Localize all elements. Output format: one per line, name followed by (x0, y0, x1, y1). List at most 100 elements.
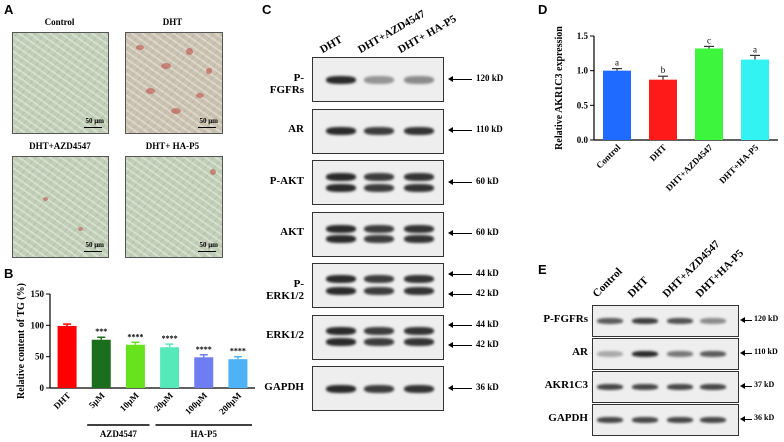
chart-b: 0 50 100 150 Relative content of TG (%) DHT **… (16, 283, 255, 439)
micrograph-dht-hap5: 50 μm (125, 156, 223, 258)
micro-title-dht-azd: DHT+AZD4547 (29, 141, 91, 151)
y-tick-label: 0.5 (577, 100, 589, 110)
blot-c-kd-label: 110 kD (476, 124, 503, 134)
bar (91, 339, 111, 388)
x-tick-label: DHT (52, 390, 73, 411)
blot-band (364, 286, 394, 295)
blot-band (667, 384, 693, 390)
blot-band (700, 417, 726, 423)
y-tick-label: 0.0 (577, 135, 589, 145)
micrograph-control: 50 μm (12, 32, 109, 134)
blot-band (364, 338, 394, 347)
blot-c-row (312, 160, 444, 205)
y-axis-label: Relative AKR1C3 expression (554, 26, 565, 150)
blot-c-row (312, 263, 444, 308)
blot-c-kd-label: 36 kD (476, 381, 499, 392)
blot-band (700, 318, 726, 324)
significance-letter: b (661, 65, 666, 75)
blot-band (364, 235, 394, 244)
blot-e-row-label: P-FGFRs (543, 313, 588, 325)
micro-title-dht: DHT (162, 17, 183, 27)
x-tick-label: DHT (648, 142, 669, 163)
blot-band (632, 351, 658, 357)
blot-band (364, 75, 394, 84)
blot-band (326, 286, 356, 295)
blot-e-kd-label: 120 kD (754, 314, 779, 323)
blot-band (404, 384, 434, 393)
bar (695, 48, 723, 141)
blot-e-column-label: DHT+AZD4547 (660, 238, 723, 300)
blot-band (326, 275, 356, 284)
arrow-icon (740, 416, 752, 422)
blot-band (667, 318, 693, 324)
blot-c-kd-label: 60 kD (476, 175, 499, 186)
blot-band (326, 326, 356, 335)
blot-band (364, 224, 394, 233)
blot-c-column-label: DHT (318, 33, 345, 56)
x-tick-label: 100μM (183, 390, 210, 417)
arrow-icon (448, 290, 472, 297)
blot-band (326, 173, 356, 182)
blot-band (364, 183, 394, 192)
x-tick-label: DHT+AZD4547 (664, 142, 715, 193)
x-tick-label: 200μM (217, 390, 244, 417)
y-tick-label: 1.5 (577, 31, 589, 41)
blot-band (326, 75, 356, 84)
blot-c-row-label: AKT (280, 226, 304, 238)
bar (649, 79, 677, 140)
blot-e-row-label: AKR1C3 (544, 379, 588, 391)
bar (603, 70, 631, 140)
arrow-icon (448, 322, 472, 329)
blot-e-kd-label: 110 kD (754, 347, 778, 356)
significance-letter: a (615, 58, 619, 68)
blot-band (404, 286, 434, 295)
arrow-icon (448, 230, 472, 236)
blot-band (404, 127, 434, 135)
significance-letter: a (753, 44, 757, 54)
blot-band (404, 338, 434, 347)
blot-band (364, 127, 394, 135)
y-axis-label: Relative content of TG (%) (16, 283, 27, 399)
blot-c-kd-label: 42 kD (476, 287, 499, 298)
arrow-icon (448, 127, 472, 133)
y-tick-label: 100 (31, 320, 45, 330)
blot-c-row-label: P-ERK1/2 (266, 277, 304, 302)
arrow-icon (448, 75, 472, 82)
blot-band (404, 183, 434, 192)
blot-c-row-label: ERK1/2 (266, 329, 304, 341)
x-tick-label: Control (594, 142, 623, 171)
significance-label: **** (196, 345, 212, 354)
significance-label: **** (230, 347, 246, 356)
panel-letter-a: A (4, 2, 14, 17)
blot-band (404, 75, 434, 84)
blot-e-row-label: GAPDH (548, 412, 588, 424)
blot-band (364, 326, 394, 335)
blot-c-kd-label: 60 kD (476, 227, 499, 237)
blot-e-row (592, 404, 739, 436)
blot-band (597, 318, 623, 324)
y-tick-label: 0 (40, 383, 45, 393)
blot-band (597, 417, 623, 423)
blot-band (632, 384, 658, 390)
blot-band (404, 275, 434, 284)
blot-c-row-label: AR (288, 123, 304, 135)
panel-letter-b: B (4, 266, 14, 281)
significance-letter: c (707, 35, 711, 45)
blot-e-kd-label: 37 kD (754, 380, 775, 389)
blot-e-row (592, 305, 739, 337)
bar (125, 344, 145, 388)
panel-letter-d: D (538, 2, 548, 17)
chart-d: 0.0 0.5 1.0 1.5 Relative AKR1C3 expression a C… (554, 26, 778, 193)
blot-band (326, 384, 356, 393)
significance-label: *** (95, 327, 107, 336)
blot-c-row (312, 108, 444, 154)
blot-c-column-label: DHT+AZD4547 (356, 7, 428, 56)
blot-band (700, 384, 726, 390)
blot-c-kd-label: 120 kD (476, 72, 504, 83)
blot-e-row (592, 371, 739, 403)
blot-band (700, 351, 726, 357)
x-tick-label: 10μM (118, 390, 141, 413)
blot-e-row-label: AR (572, 346, 588, 358)
micro-title-dht-hap5: DHT+ HA-P5 (145, 141, 200, 151)
bar (194, 357, 214, 388)
